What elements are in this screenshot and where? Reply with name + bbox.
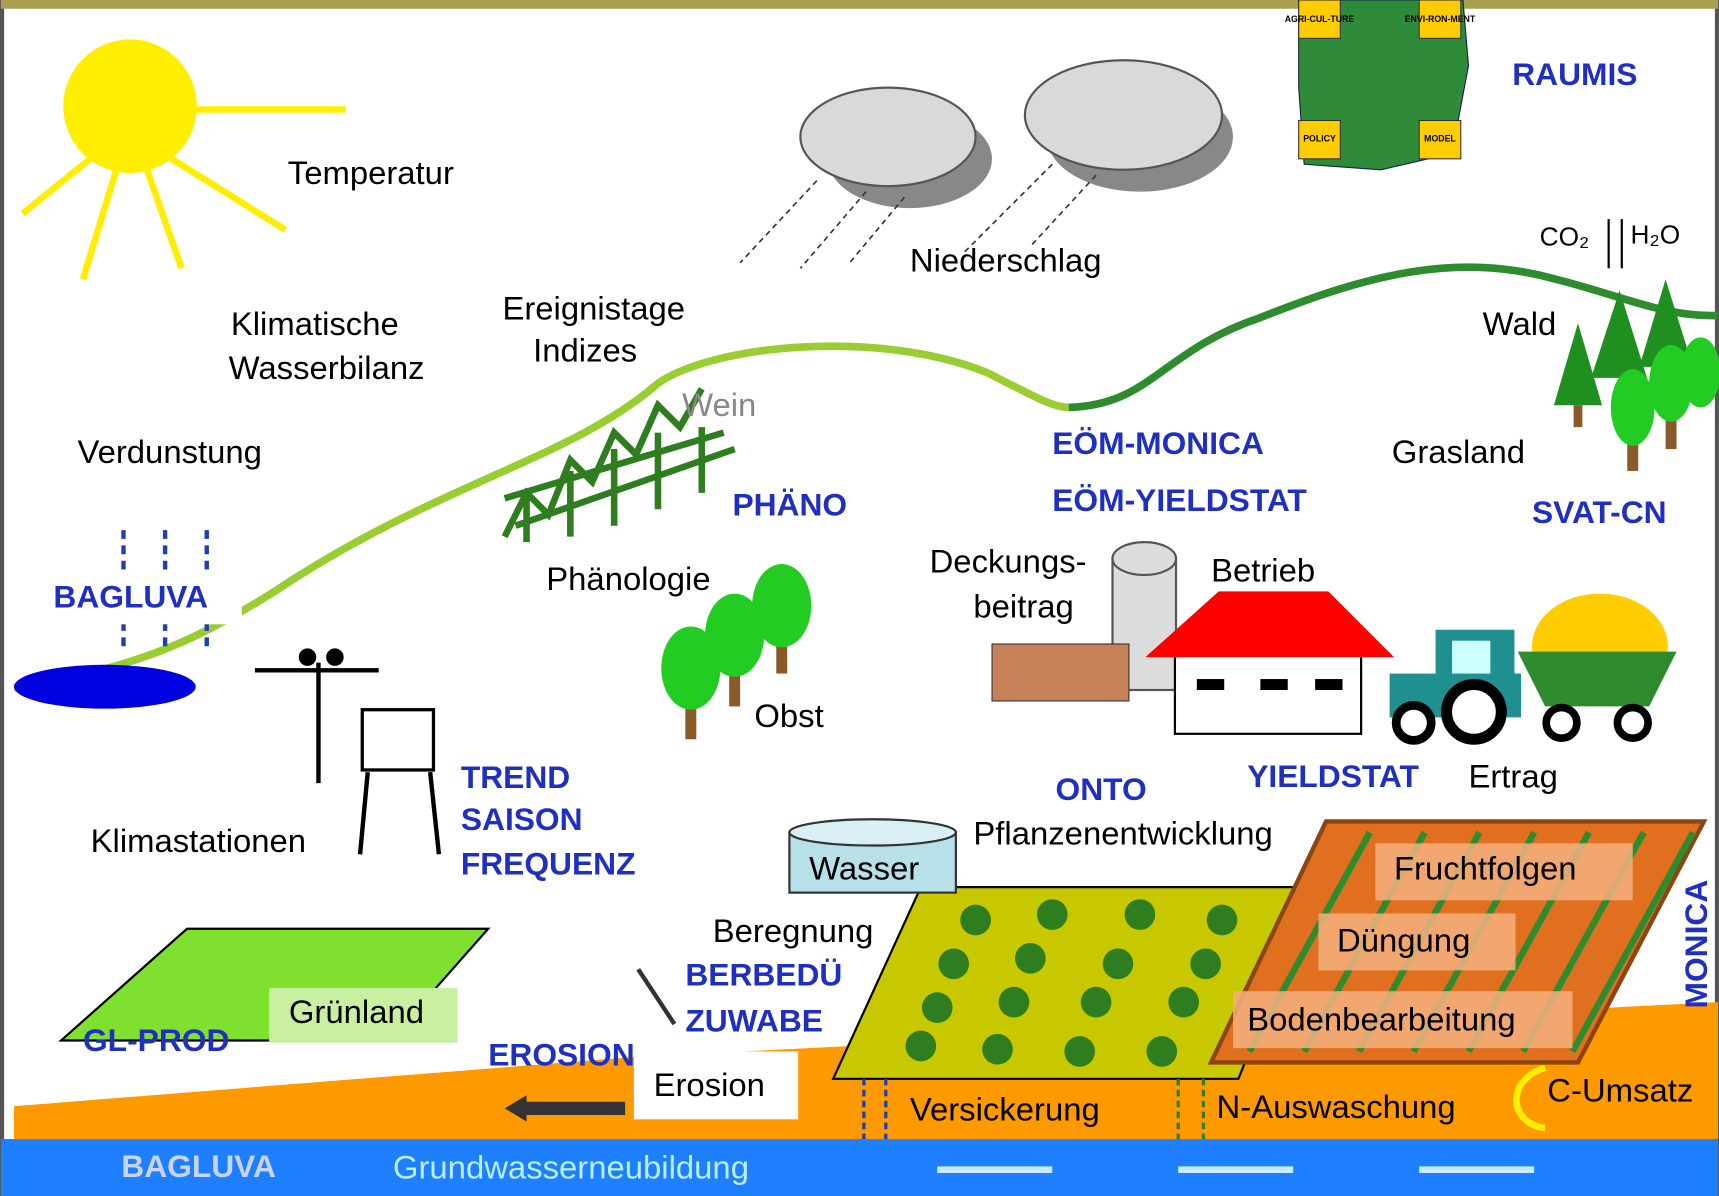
label: Beregnung (713, 912, 874, 949)
map-box-label: MODEL (1424, 133, 1456, 143)
model-label: RAUMIS (1512, 56, 1637, 92)
raumis-map: AGRI-CUL-TURE ENVI-RON-MENT POLICY MODEL (1285, 0, 1476, 170)
label: C-Umsatz (1547, 1072, 1693, 1109)
label: Versickerung (910, 1090, 1100, 1127)
label: Wein (682, 386, 756, 423)
label: Klimastationen (91, 822, 306, 859)
label: Ereignistage (502, 290, 685, 327)
model-label: FREQUENZ (461, 846, 636, 882)
label: Grünland (289, 993, 424, 1030)
label: beitrag (973, 588, 1073, 625)
label: N-Auswaschung (1217, 1088, 1456, 1125)
model-label: EROSION (488, 1036, 634, 1072)
map-box-label: POLICY (1303, 133, 1336, 143)
label: Wasser (809, 849, 919, 886)
map-box-label: AGRI-CUL-TURE (1285, 14, 1355, 24)
model-label: EÖM-MONICA (1052, 425, 1264, 461)
label: Betrieb (1211, 551, 1315, 588)
model-label: GL-PROD (83, 1022, 229, 1058)
model-label: SAISON (461, 801, 583, 837)
model-label: ONTO (1056, 771, 1147, 807)
label: Niederschlag (910, 242, 1102, 279)
model-label: BERBEDÜ (685, 956, 842, 992)
model-label: ZUWABE (685, 1002, 823, 1038)
label: Deckungs- (930, 543, 1087, 580)
label: H₂O (1631, 220, 1681, 250)
model-label: BAGLUVA (53, 578, 208, 614)
label: Bodenbearbeitung (1247, 1001, 1515, 1038)
label: Wasserbilanz (229, 349, 425, 386)
label: Erosion (654, 1066, 765, 1103)
label: Wald (1483, 305, 1557, 342)
label: Ertrag (1468, 757, 1557, 794)
model-label: EÖM-YIELDSTAT (1052, 482, 1307, 518)
label: Fruchtfolgen (1394, 849, 1577, 886)
model-label: PHÄNO (732, 486, 847, 522)
label: Pflanzenentwicklung (973, 814, 1272, 851)
label: Grundwasserneubildung (393, 1148, 749, 1185)
label: Temperatur (288, 154, 454, 191)
map-box-label: ENVI-RON-MENT (1405, 14, 1476, 24)
model-label: BAGLUVA (121, 1148, 276, 1184)
model-label: TREND (461, 759, 570, 795)
diagram: AGRI-CUL-TURE ENVI-RON-MENT POLICY MODEL (0, 0, 1719, 1196)
label: Phänologie (546, 560, 710, 597)
lake (14, 665, 196, 709)
label: CO₂ (1540, 222, 1590, 252)
label: Grasland (1392, 433, 1525, 470)
model-label: SVAT-CN (1532, 494, 1667, 530)
label: Verdunstung (78, 433, 262, 470)
model-label: YIELDSTAT (1247, 758, 1419, 794)
label: Klimatische (231, 305, 399, 342)
label: Indizes (533, 331, 637, 368)
label: Düngung (1337, 922, 1470, 959)
label: Obst (754, 697, 823, 734)
model-label: MONICA (1678, 880, 1714, 1009)
